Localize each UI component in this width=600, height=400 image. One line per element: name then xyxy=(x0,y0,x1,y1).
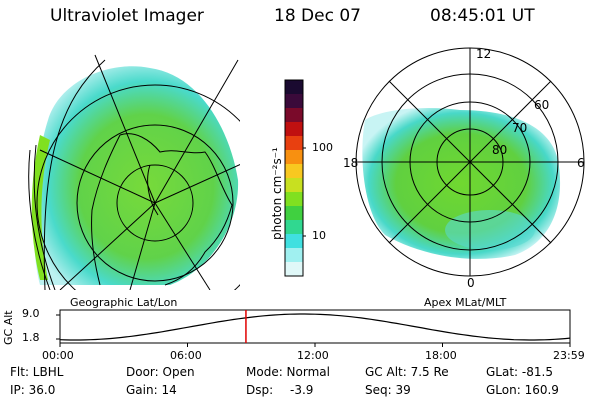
colorbar-tick-10: 10 xyxy=(312,229,326,242)
colorbar-swatch xyxy=(285,150,303,165)
door-info: Door: Open xyxy=(126,365,195,379)
date-label: 18 Dec 07 xyxy=(274,6,361,26)
dsp-value: -3.9 xyxy=(290,383,314,397)
colorbar-swatch xyxy=(285,94,303,109)
mode-info: Mode: Normal xyxy=(246,365,330,379)
time-label: 08:45:01 UT xyxy=(430,6,535,26)
colorbar-swatches xyxy=(285,80,303,277)
colorbar xyxy=(284,79,306,277)
colorbar-swatch xyxy=(285,248,303,263)
gc-alt-info: GC Alt: 7.5 Re xyxy=(365,365,449,379)
time-tick-0600: 06:00 xyxy=(170,349,202,362)
altitude-curve xyxy=(59,313,571,341)
time-tick-1200: 12:00 xyxy=(297,349,329,362)
colorbar-swatch xyxy=(285,80,303,95)
colorbar-swatch xyxy=(285,178,303,193)
mlt-label-12: 12 xyxy=(476,47,491,61)
mlt-label-18: 18 xyxy=(343,156,358,170)
magnetic-grid xyxy=(355,47,585,277)
lat-label-80: 80 xyxy=(492,143,507,157)
colorbar-swatch xyxy=(285,262,303,277)
magnetic-panel-label: Apex MLat/MLT xyxy=(424,296,507,309)
filter-info: Flt: LBHL xyxy=(10,365,64,379)
magnetic-image-panel: 12 18 6 0 60 70 80 xyxy=(343,47,585,290)
colorbar-swatch xyxy=(285,164,303,179)
gain-info: Gain: 14 xyxy=(126,383,177,397)
ip-info: IP: 36.0 xyxy=(10,383,56,397)
mlt-label-6: 6 xyxy=(577,156,585,170)
glat-info: GLat: -81.5 xyxy=(486,365,553,379)
altitude-plot xyxy=(56,309,571,347)
alt-tick-9: 9.0 xyxy=(22,307,40,320)
colorbar-swatch xyxy=(285,220,303,235)
colorbar-swatch xyxy=(285,206,303,221)
colorbar-swatch xyxy=(285,234,303,249)
aurora-emission-left xyxy=(33,66,239,285)
time-tick-2359: 23:59 xyxy=(553,349,585,362)
colorbar-unit-label: photon cm⁻²s⁻¹ xyxy=(270,147,284,240)
mlt-label-0: 0 xyxy=(467,276,475,290)
dsp-label: Dsp: xyxy=(246,383,274,397)
geographic-grid xyxy=(28,54,240,290)
instrument-title: Ultraviolet Imager xyxy=(50,6,204,26)
geographic-panel-label: Geographic Lat/Lon xyxy=(70,296,178,309)
lat-label-70: 70 xyxy=(512,121,527,135)
time-tick-0000: 00:00 xyxy=(42,349,74,362)
alt-axis-label: GC Alt xyxy=(2,310,15,345)
alt-tick-1-8: 1.8 xyxy=(22,331,40,344)
colorbar-swatch xyxy=(285,136,303,151)
seq-info: Seq: 39 xyxy=(365,383,411,397)
colorbar-swatch xyxy=(285,192,303,207)
coastline xyxy=(91,133,233,286)
colorbar-tick-100: 100 xyxy=(312,141,333,154)
geographic-image-panel xyxy=(28,54,240,290)
colorbar-swatch xyxy=(285,108,303,123)
time-tick-1800: 18:00 xyxy=(425,349,457,362)
glon-info: GLon: 160.9 xyxy=(486,383,559,397)
colorbar-swatch xyxy=(285,122,303,137)
lat-label-60: 60 xyxy=(534,98,549,112)
